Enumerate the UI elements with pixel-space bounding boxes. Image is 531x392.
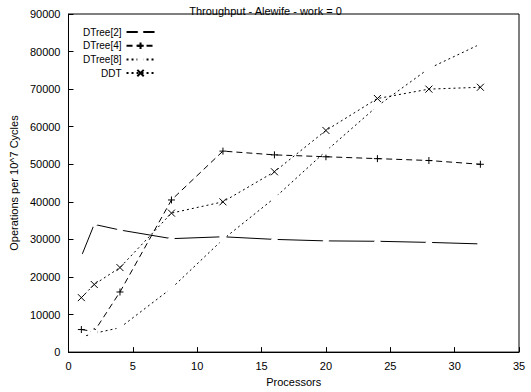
- svg-text:10: 10: [191, 360, 203, 372]
- svg-text:50000: 50000: [30, 158, 61, 170]
- svg-text:20000: 20000: [30, 271, 61, 283]
- svg-text:90000: 90000: [30, 8, 61, 20]
- svg-text:15: 15: [255, 360, 267, 372]
- svg-text:10000: 10000: [30, 309, 61, 321]
- svg-text:Throughput - Alewife - work =: Throughput - Alewife - work = 0: [189, 5, 342, 17]
- svg-text:20: 20: [320, 360, 332, 372]
- svg-text:Operations per 10^7 Cycles: Operations per 10^7 Cycles: [8, 115, 20, 251]
- svg-text:Processors: Processors: [266, 376, 322, 388]
- svg-text:DDT: DDT: [101, 68, 122, 79]
- svg-text:70000: 70000: [30, 83, 61, 95]
- svg-text:DTree[8]: DTree[8]: [83, 54, 122, 65]
- svg-text:80000: 80000: [30, 46, 61, 58]
- svg-text:DTree[4]: DTree[4]: [83, 40, 122, 51]
- svg-text:5: 5: [130, 360, 136, 372]
- svg-text:35: 35: [513, 360, 525, 372]
- svg-text:0: 0: [54, 346, 60, 358]
- svg-text:25: 25: [384, 360, 396, 372]
- svg-text:0: 0: [65, 360, 71, 372]
- svg-text:60000: 60000: [30, 121, 61, 133]
- svg-text:30: 30: [449, 360, 461, 372]
- svg-text:30000: 30000: [30, 233, 61, 245]
- svg-text:DTree[2]: DTree[2]: [83, 27, 122, 38]
- svg-text:40000: 40000: [30, 196, 61, 208]
